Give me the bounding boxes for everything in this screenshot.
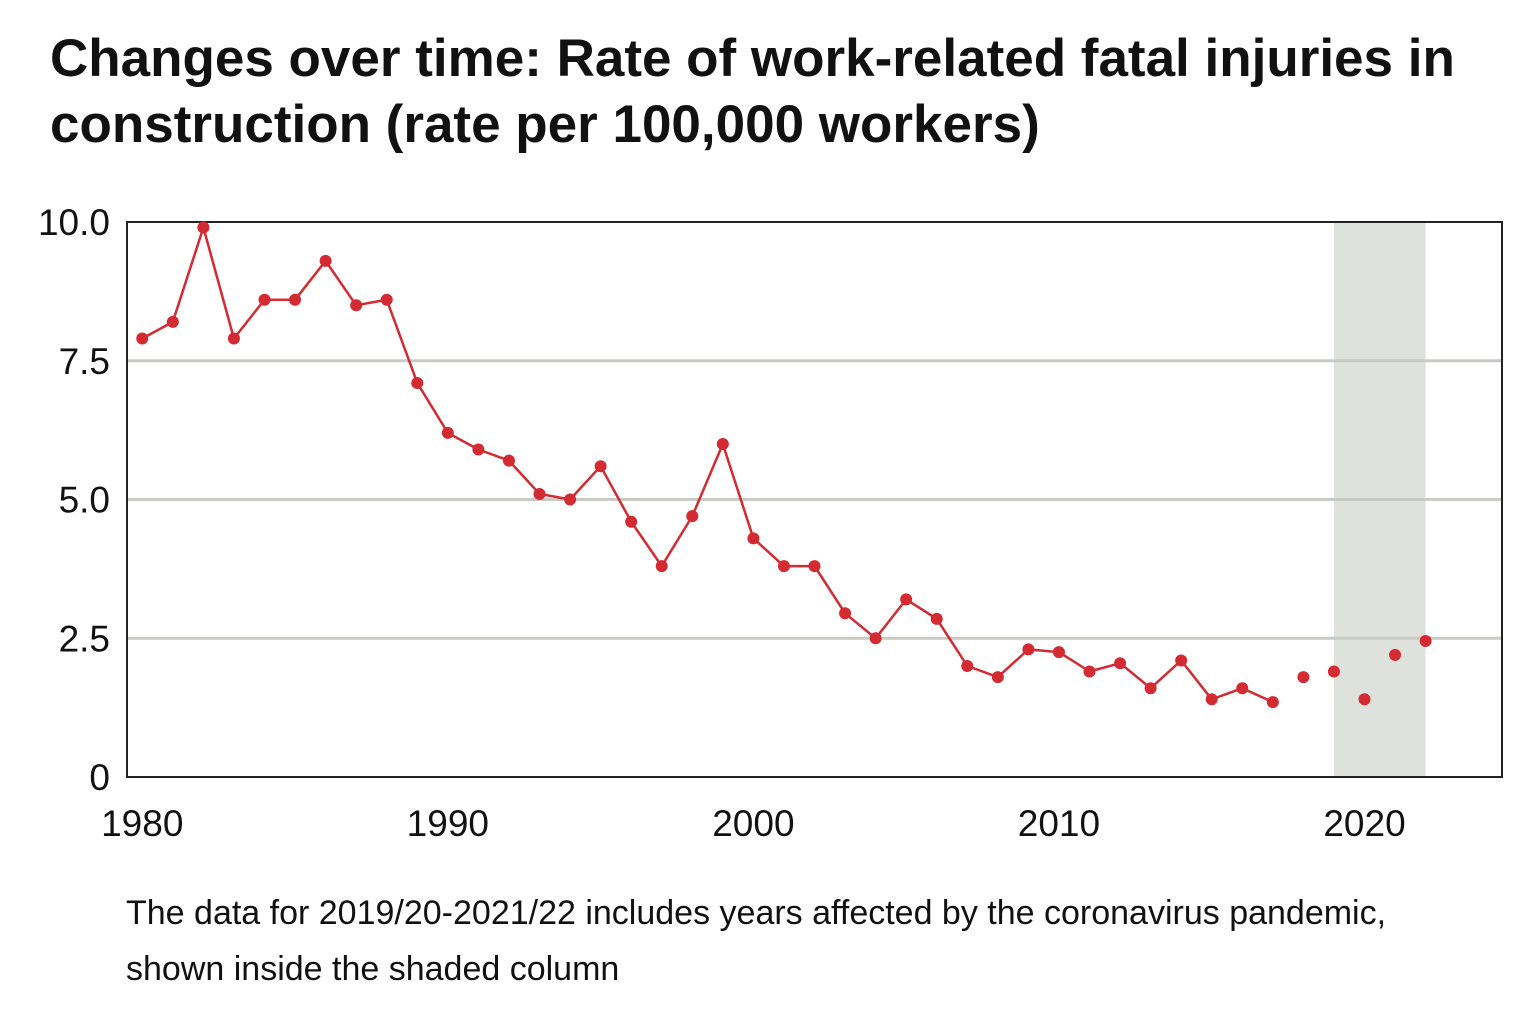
y-axis: 0 2.5 5.0 7.5 10.0 xyxy=(38,202,110,798)
data-point xyxy=(1266,696,1279,709)
data-point xyxy=(625,515,638,528)
data-point xyxy=(411,376,424,389)
plot-frame xyxy=(126,221,1503,778)
data-point xyxy=(197,221,210,234)
chart-footnote: The data for 2019/20-2021/22 includes ye… xyxy=(126,894,1387,988)
data-point xyxy=(1358,693,1371,706)
data-point xyxy=(1236,682,1249,695)
x-tick-label: 1980 xyxy=(101,803,183,844)
data-point xyxy=(136,332,149,345)
data-point xyxy=(1389,648,1402,661)
gridlines xyxy=(127,359,1502,640)
y-tick-label: 5.0 xyxy=(59,480,110,521)
data-point xyxy=(502,454,515,467)
series-line xyxy=(141,226,1274,704)
data-point xyxy=(961,660,974,672)
chart-title: Changes over time: Rate of work-related … xyxy=(50,29,1455,154)
series-points xyxy=(136,221,1432,709)
data-point xyxy=(686,510,699,523)
data-point xyxy=(869,632,882,645)
data-point xyxy=(319,254,332,267)
data-point xyxy=(900,593,913,606)
y-tick-label: 2.5 xyxy=(59,618,110,659)
x-tick-label: 2010 xyxy=(1018,803,1100,844)
data-point xyxy=(227,332,240,345)
data-point xyxy=(1175,654,1188,667)
x-tick-label: 2020 xyxy=(1323,803,1405,844)
data-point xyxy=(1022,643,1035,656)
series-lines xyxy=(141,226,1274,704)
data-point xyxy=(1052,646,1065,659)
data-point xyxy=(839,607,852,620)
data-point xyxy=(1205,693,1218,706)
data-point xyxy=(747,532,760,545)
data-point xyxy=(289,293,302,306)
data-point xyxy=(1114,657,1127,670)
y-tick-label: 7.5 xyxy=(59,341,110,382)
data-point xyxy=(166,315,179,328)
x-tick-label: 1990 xyxy=(407,803,489,844)
y-tick-label: 10.0 xyxy=(38,202,110,243)
data-point xyxy=(1419,635,1432,648)
data-point xyxy=(533,487,546,500)
data-point xyxy=(930,612,943,625)
data-point xyxy=(441,426,454,439)
data-point xyxy=(564,493,577,506)
data-point xyxy=(655,560,668,573)
data-point xyxy=(716,438,729,450)
data-point xyxy=(808,560,821,573)
data-point xyxy=(380,293,393,306)
data-point xyxy=(350,299,363,312)
data-point xyxy=(472,443,485,456)
y-tick-label: 0 xyxy=(89,757,110,798)
data-point xyxy=(777,560,790,573)
data-point xyxy=(1327,665,1340,678)
data-point xyxy=(1297,671,1310,684)
x-axis: 1980 1990 2000 2010 2020 xyxy=(101,803,1406,844)
data-point xyxy=(258,293,271,306)
data-point xyxy=(1144,682,1157,695)
data-point xyxy=(991,671,1004,684)
data-point xyxy=(594,460,607,473)
data-point xyxy=(1083,665,1096,678)
x-tick-label: 2000 xyxy=(712,803,794,844)
